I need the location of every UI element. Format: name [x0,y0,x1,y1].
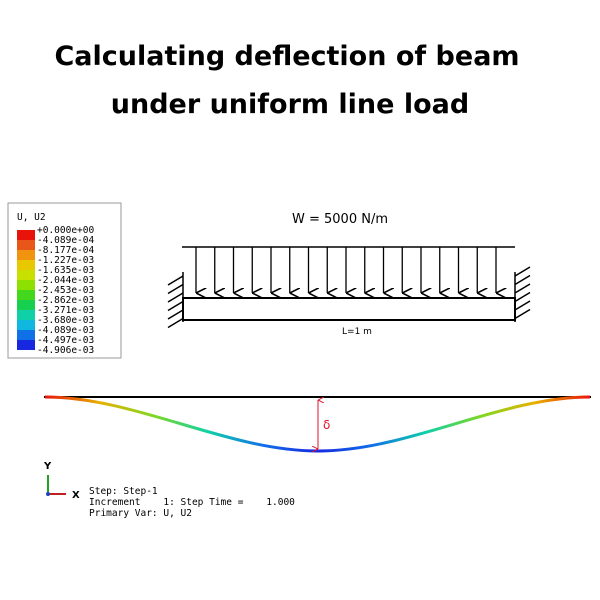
info-line: Primary Var: U, U2 [89,508,192,519]
title-line: under uniform line load [111,89,469,120]
hatch [514,283,531,294]
legend-label: -4.906e-03 [37,345,94,356]
legend-swatch [17,230,35,240]
legend-swatch [17,320,35,330]
load [182,246,515,293]
legend-swatch [17,240,35,250]
legend-label: -4.497e-03 [37,335,94,346]
beam [182,297,516,321]
hatch [514,308,531,320]
legend-label: -4.089e-04 [37,235,94,246]
hatch [514,274,531,286]
supports [167,266,531,329]
legend-label: -2.862e-03 [37,295,94,306]
info-line: Increment 1: Step Time = 1.000 [89,497,295,508]
hatch [167,309,184,320]
legend-swatch [17,340,35,350]
hatch [514,291,531,303]
length-label: L=1 m [342,327,372,337]
legend-swatch [17,250,35,260]
legend-title: U, U2 [17,212,46,223]
legend-label: -4.089e-03 [37,325,94,336]
legend-swatch [17,280,35,290]
legend-label: -1.635e-03 [37,265,94,276]
deflection-symbol: δ [323,418,330,432]
legend-swatch [17,310,35,320]
legend-label: -3.271e-03 [37,305,94,316]
legend-label: -3.680e-03 [37,315,94,326]
legend-swatch [17,300,35,310]
load-label: W = 5000 N/m [292,212,388,227]
legend-label: -8.177e-04 [37,245,94,256]
legend-label: -1.227e-03 [37,255,94,266]
legend-swatch [17,330,35,340]
legend-label: -2.044e-03 [37,275,94,286]
legend-label: -2.453e-03 [37,285,94,296]
origin [46,492,50,496]
legend: +0.000e+00-4.089e-04-8.177e-04-1.227e-03… [17,225,94,356]
hatch [514,300,531,311]
legend-swatch [17,270,35,280]
legend-label: +0.000e+00 [37,225,94,236]
hatch [514,266,531,277]
x-label: X [72,490,80,501]
hatch [167,283,184,295]
hatch [167,275,184,286]
hatch [167,292,184,303]
hatch [167,300,184,312]
title-line: Calculating deflection of beam [54,41,519,72]
legend-swatch [17,260,35,270]
info-line: Step: Step-1 [89,486,158,497]
hatch [167,317,184,329]
legend-swatch [17,290,35,300]
y-label: Y [43,461,52,472]
